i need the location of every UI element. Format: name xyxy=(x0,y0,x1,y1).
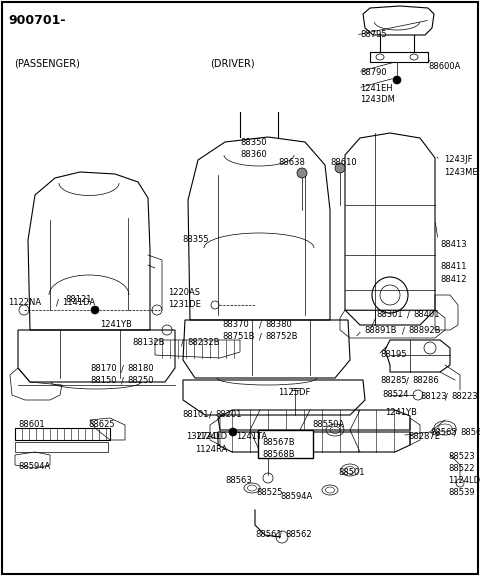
Text: 1231DE: 1231DE xyxy=(168,300,201,309)
Text: 88751B: 88751B xyxy=(222,332,254,341)
Circle shape xyxy=(229,428,237,436)
Text: 88123: 88123 xyxy=(420,392,446,401)
Text: 1220AS: 1220AS xyxy=(168,288,200,297)
Text: 88594A: 88594A xyxy=(18,462,50,471)
Text: 88566: 88566 xyxy=(460,428,480,437)
Text: 88413: 88413 xyxy=(440,240,467,249)
Text: 88561: 88561 xyxy=(255,530,282,539)
Text: 88600A: 88600A xyxy=(428,62,460,71)
Text: 88101: 88101 xyxy=(182,410,208,419)
Text: 1122NA: 1122NA xyxy=(8,298,41,307)
Text: 88287E: 88287E xyxy=(408,432,440,441)
Circle shape xyxy=(91,306,99,314)
Text: 1241EH: 1241EH xyxy=(360,84,393,93)
Text: 1243JF: 1243JF xyxy=(444,155,472,164)
Text: 88150: 88150 xyxy=(90,376,117,385)
Text: 88525: 88525 xyxy=(256,488,283,497)
Text: 88170: 88170 xyxy=(90,364,117,373)
Text: /: / xyxy=(407,310,409,319)
Text: 88223: 88223 xyxy=(451,392,478,401)
Text: 88601: 88601 xyxy=(18,420,45,429)
Text: 1141DA: 1141DA xyxy=(62,298,95,307)
Text: 88795: 88795 xyxy=(360,30,386,39)
Text: 88892B: 88892B xyxy=(408,326,441,335)
Text: 88891B: 88891B xyxy=(364,326,396,335)
Text: (PASSENGER): (PASSENGER) xyxy=(14,58,80,68)
Text: 1241YB: 1241YB xyxy=(100,320,132,329)
Text: 88232B: 88232B xyxy=(187,338,219,347)
Text: 1327AD: 1327AD xyxy=(186,432,219,441)
Text: 88195: 88195 xyxy=(380,350,407,359)
Text: 88250: 88250 xyxy=(127,376,154,385)
Text: 88752B: 88752B xyxy=(265,332,298,341)
Text: /: / xyxy=(120,364,123,373)
Text: 88501: 88501 xyxy=(338,468,364,477)
Text: 88412: 88412 xyxy=(440,275,467,284)
Text: (DRIVER): (DRIVER) xyxy=(210,58,254,68)
Text: 88594A: 88594A xyxy=(280,492,312,501)
Text: /: / xyxy=(259,332,262,341)
Text: 88285: 88285 xyxy=(380,376,407,385)
Text: 88610: 88610 xyxy=(330,158,357,167)
Text: 1241TA: 1241TA xyxy=(236,432,267,441)
Text: 88360: 88360 xyxy=(240,150,267,159)
Text: 88350: 88350 xyxy=(240,138,266,147)
Text: 1243DM: 1243DM xyxy=(360,95,395,104)
Text: /: / xyxy=(209,410,211,419)
Bar xyxy=(258,430,313,458)
Text: 88568B: 88568B xyxy=(262,450,295,459)
Text: 88355: 88355 xyxy=(182,235,209,244)
Text: 88539: 88539 xyxy=(448,488,475,497)
Text: 88638: 88638 xyxy=(278,158,305,167)
Text: /: / xyxy=(259,320,262,329)
Text: 88625: 88625 xyxy=(88,420,115,429)
Text: /: / xyxy=(406,376,408,385)
Text: 88121: 88121 xyxy=(65,295,92,304)
Text: /: / xyxy=(444,392,447,401)
Text: /: / xyxy=(56,298,59,307)
Text: 88132B: 88132B xyxy=(132,338,165,347)
Text: 88411: 88411 xyxy=(440,262,467,271)
Text: 1241YB: 1241YB xyxy=(385,408,417,417)
Text: /: / xyxy=(278,530,281,539)
Text: 88380: 88380 xyxy=(265,320,292,329)
Text: /: / xyxy=(454,428,456,437)
Text: 88790: 88790 xyxy=(360,68,386,77)
Text: 88522: 88522 xyxy=(448,464,475,473)
Text: 88370: 88370 xyxy=(222,320,249,329)
Text: 88550A: 88550A xyxy=(312,420,344,429)
Text: 1124LD: 1124LD xyxy=(448,476,480,485)
Text: 88286: 88286 xyxy=(412,376,439,385)
Text: 1125DF: 1125DF xyxy=(278,388,311,397)
Text: 88567B: 88567B xyxy=(262,438,295,447)
Text: /: / xyxy=(180,338,183,347)
Text: 88563: 88563 xyxy=(225,476,252,485)
Text: 1124RA: 1124RA xyxy=(195,445,227,454)
Text: 1124LD: 1124LD xyxy=(195,432,227,441)
Text: 88180: 88180 xyxy=(127,364,154,373)
Circle shape xyxy=(297,168,307,178)
Circle shape xyxy=(335,163,345,173)
Text: /: / xyxy=(402,326,405,335)
Text: 88201: 88201 xyxy=(215,410,241,419)
Text: 88523: 88523 xyxy=(448,452,475,461)
Text: /: / xyxy=(120,376,123,385)
Text: 1243ME: 1243ME xyxy=(444,168,478,177)
Text: 88565: 88565 xyxy=(430,428,456,437)
Text: 88301: 88301 xyxy=(376,310,403,319)
Circle shape xyxy=(393,76,401,84)
Text: 88401: 88401 xyxy=(413,310,440,319)
Text: 900701-: 900701- xyxy=(8,14,65,27)
Text: 88524: 88524 xyxy=(382,390,408,399)
Text: 88562: 88562 xyxy=(285,530,312,539)
